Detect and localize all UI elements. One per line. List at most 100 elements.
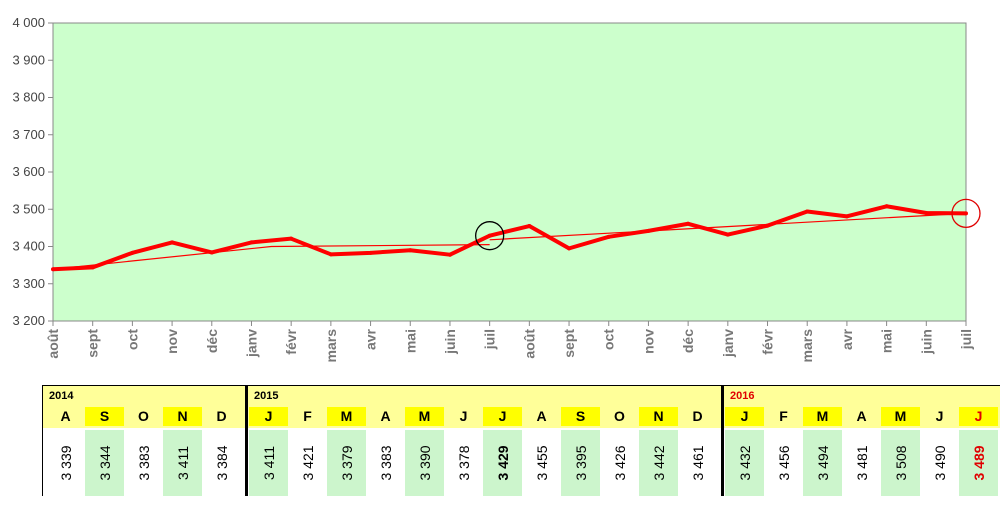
month-column: M 3 379 (327, 386, 366, 497)
year-label: 2016 (730, 390, 755, 402)
month-value: 3 494 (814, 445, 831, 481)
y-tick-label: 4 000 (12, 15, 45, 30)
month-value: 3 384 (213, 445, 230, 481)
year-values (43, 428, 245, 497)
month-value-cell: 3 481 (842, 430, 881, 496)
data-point (884, 204, 889, 209)
month-value-cell: 3 455 (522, 430, 561, 496)
data-point (606, 234, 611, 239)
month-column: J 3 432 (725, 386, 764, 497)
month-column: F 3 456 (764, 386, 803, 497)
month-value-cell: 3 432 (725, 430, 764, 496)
month-value-cell: 3 384 (202, 430, 241, 496)
x-tick-label: janv (243, 329, 259, 358)
month-value-cell: 3 490 (920, 430, 959, 496)
month-column: D 3 384 (202, 386, 241, 497)
month-value: 3 395 (572, 445, 589, 481)
x-tick-label: avr (363, 328, 379, 350)
month-letter: M (881, 407, 920, 426)
data-point (51, 267, 55, 272)
plot-area (52, 22, 967, 322)
month-letter: A (536, 408, 547, 424)
x-tick-label: janv (720, 329, 736, 358)
month-value: 3 339 (57, 445, 74, 481)
month-value: 3 481 (853, 445, 870, 481)
month-value-cell: 3 421 (288, 430, 327, 496)
month-column: A 3 383 (366, 386, 405, 497)
month-column: S 3 395 (561, 386, 600, 497)
x-tick-label: nov (640, 329, 656, 354)
month-column: J 3 378 (444, 386, 483, 497)
month-letter: N (639, 407, 678, 426)
month-column: A 3 481 (842, 386, 881, 497)
month-value: 3 455 (533, 445, 550, 481)
data-point (209, 250, 214, 255)
data-point (844, 214, 849, 219)
month-value-cell: 3 383 (124, 430, 163, 496)
month-letter: J (959, 407, 998, 426)
x-tick-label: août (521, 329, 537, 359)
year-group-2014: 2014 A 3 339 S 3 344 O 3 383 N 3 411 D 3 384 (42, 385, 245, 497)
data-point (90, 265, 95, 270)
x-tick-label: déc (204, 329, 220, 353)
month-letter: A (856, 408, 867, 424)
month-letter: O (614, 408, 625, 424)
month-letter: A (380, 408, 391, 424)
y-tick-label: 3 800 (12, 90, 45, 105)
year-header (43, 386, 245, 428)
month-letter: J (459, 408, 468, 424)
month-letter: D (216, 408, 227, 424)
x-tick-label: déc (680, 329, 696, 353)
month-column: F 3 421 (288, 386, 327, 497)
x-tick-label: juin (918, 329, 934, 355)
data-point (567, 246, 572, 251)
x-tick-label: févr (760, 328, 776, 354)
month-value-cell: 3 411 (163, 430, 202, 496)
month-value: 3 442 (650, 445, 667, 481)
month-value-cell: 3 489 (959, 430, 998, 496)
y-tick-label: 3 500 (12, 201, 45, 216)
month-column: J 3 429 (483, 386, 522, 497)
monthly-values-table: 2014 A 3 339 S 3 344 O 3 383 N 3 411 D 3 384 2015 J 3… (42, 385, 1000, 497)
month-value-cell: 3 379 (327, 430, 366, 496)
month-letter: M (405, 407, 444, 426)
data-point (170, 240, 175, 245)
month-value: 3 378 (455, 445, 472, 481)
month-value-cell: 3 411 (249, 430, 288, 496)
x-tick-label: mai (402, 329, 418, 353)
axes: 3 200 3 300 3 400 3 500 3 600 3 700 3 800 3 900… (12, 15, 974, 362)
month-column: M 3 390 (405, 386, 444, 497)
data-point (447, 252, 452, 257)
marker-layer (475, 198, 981, 251)
month-column: J 3 489 (959, 386, 998, 497)
month-letter: M (803, 407, 842, 426)
month-value-cell: 3 456 (764, 430, 803, 496)
data-point (725, 232, 730, 237)
month-column: A 3 455 (522, 386, 561, 497)
month-value: 3 344 (96, 445, 113, 481)
month-value-cell: 3 461 (678, 430, 717, 496)
month-column: S 3 344 (85, 386, 124, 497)
month-letter: J (483, 407, 522, 426)
month-column: D 3 461 (678, 386, 717, 497)
x-tick-label: juil (958, 329, 974, 350)
year-group-2015: 2015 J 3 411 F 3 421 M 3 379 A 3 383 M 3 390 J 3 378… (245, 385, 721, 497)
data-point (328, 252, 333, 257)
y-tick-label: 3 400 (12, 239, 45, 254)
data-point (487, 233, 492, 238)
month-value: 3 379 (338, 445, 355, 481)
month-value-cell: 3 442 (639, 430, 678, 496)
month-value-cell: 3 344 (85, 430, 124, 496)
month-column: J 3 490 (920, 386, 959, 497)
month-column: M 3 494 (803, 386, 842, 497)
y-tick-label: 3 300 (12, 276, 45, 291)
month-column: A 3 339 (46, 386, 85, 497)
data-point (249, 240, 254, 245)
month-letter: S (561, 407, 600, 426)
x-tick-label: sept (561, 329, 577, 358)
month-value-cell: 3 395 (561, 430, 600, 496)
x-tick-label: août (45, 329, 61, 359)
month-value: 3 390 (416, 445, 433, 481)
x-tick-label: mars (799, 329, 815, 363)
series-layer (51, 204, 968, 272)
